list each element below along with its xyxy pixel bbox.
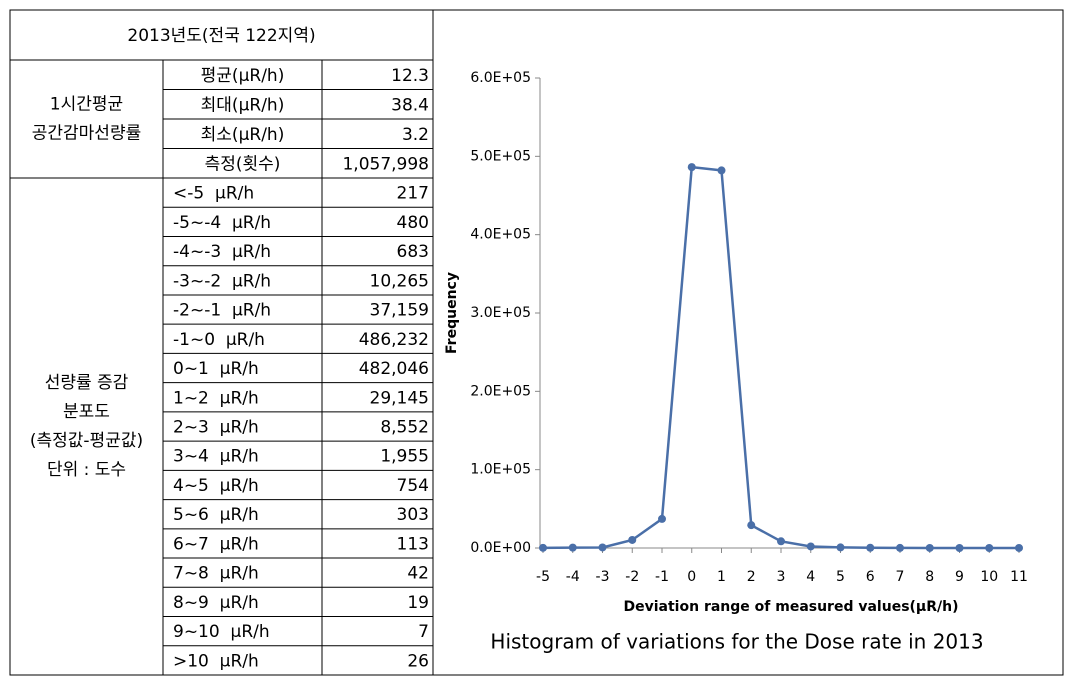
row-label: 3~4 μR/h — [173, 447, 259, 467]
row-label: 측정(횟수) — [205, 154, 281, 174]
row-value: 42 — [407, 564, 429, 584]
y-tick-label: 0.0E+00 — [470, 540, 531, 556]
row-value: 482,046 — [359, 359, 429, 379]
data-point — [747, 521, 756, 530]
x-tick-label: 5 — [836, 569, 845, 585]
row-value: 754 — [397, 476, 429, 496]
data-point — [836, 543, 845, 552]
row-label: 5~6 μR/h — [173, 505, 259, 525]
row-label: 최대(μR/h) — [201, 95, 285, 115]
x-tick-label: 6 — [866, 569, 875, 585]
data-point — [598, 543, 607, 552]
row-value: 8,552 — [380, 418, 429, 438]
row-value: 113 — [397, 534, 429, 554]
x-tick-label: -5 — [536, 569, 550, 585]
y-tick-label: 1.0E+05 — [470, 462, 531, 478]
x-tick-label: -1 — [655, 569, 669, 585]
group-label: 선량률 증감 — [45, 373, 129, 393]
x-tick-label: -2 — [625, 569, 639, 585]
row-label: >10 μR/h — [173, 651, 259, 671]
data-point — [717, 166, 726, 175]
group-label: 단위 : 도수 — [47, 460, 126, 480]
data-point — [866, 543, 875, 552]
data-point — [658, 514, 666, 523]
x-tick-label: 0 — [687, 569, 696, 585]
data-point — [1015, 543, 1023, 552]
row-label: <-5 μR/h — [173, 184, 254, 204]
row-label: -1~0 μR/h — [173, 330, 265, 350]
row-label: -2~-1 μR/h — [173, 301, 271, 321]
row-label: 최소(μR/h) — [201, 125, 285, 145]
x-tick-label: 8 — [925, 569, 934, 585]
y-tick-label: 3.0E+05 — [470, 305, 531, 321]
data-point — [985, 543, 994, 552]
x-tick-label: 4 — [806, 569, 815, 585]
data-point — [955, 543, 964, 552]
chart-title: Histogram of variations for the Dose rat… — [490, 630, 983, 654]
x-tick-label: 7 — [896, 569, 905, 585]
row-value: 683 — [397, 242, 429, 262]
x-tick-label: 9 — [955, 569, 964, 585]
y-axis-title: Frequency — [444, 272, 460, 354]
x-axis-title: Deviation range of measured values(μR/h) — [624, 599, 959, 615]
row-label: -4~-3 μR/h — [173, 242, 271, 262]
row-value: 10,265 — [370, 271, 429, 291]
data-point — [568, 543, 577, 552]
group-label: 공간감마선량률 — [32, 124, 141, 144]
y-tick-label: 6.0E+05 — [470, 70, 531, 86]
data-point — [777, 537, 785, 546]
row-label: 9~10 μR/h — [173, 622, 270, 642]
x-tick-label: -3 — [596, 569, 610, 585]
row-value: 303 — [397, 505, 429, 525]
row-value: 26 — [407, 651, 429, 671]
x-tick-label: 2 — [747, 569, 756, 585]
row-value: 1,955 — [380, 447, 429, 467]
group-label: (측정값-평균값) — [30, 431, 143, 451]
row-value: 217 — [397, 184, 429, 204]
row-label: 0~1 μR/h — [173, 359, 259, 379]
row-value: 38.4 — [391, 95, 429, 115]
y-tick-label: 5.0E+05 — [470, 148, 531, 164]
row-value: 3.2 — [402, 125, 429, 145]
x-tick-label: 10 — [980, 569, 998, 585]
row-value: 1,057,998 — [342, 154, 429, 174]
group-label: 분포도 — [63, 402, 110, 422]
data-point — [896, 543, 904, 552]
table-header: 2013년도(전국 122지역) — [127, 26, 315, 46]
data-point — [628, 535, 637, 544]
row-value: 7 — [418, 622, 429, 642]
group-label: 1시간평균 — [50, 95, 123, 115]
row-value: 37,159 — [370, 301, 429, 321]
data-point — [806, 542, 815, 551]
row-value: 480 — [397, 213, 429, 233]
table-frame — [9, 9, 1064, 676]
x-tick-label: 1 — [717, 569, 726, 585]
x-tick-label: 11 — [1010, 569, 1028, 585]
row-value: 486,232 — [359, 330, 429, 350]
row-label: 평균(μR/h) — [201, 66, 285, 86]
row-value: 12.3 — [391, 66, 429, 86]
row-label: 6~7 μR/h — [173, 534, 259, 554]
row-label: 4~5 μR/h — [173, 476, 259, 496]
data-point — [539, 543, 547, 552]
data-point — [687, 163, 696, 172]
row-value: 29,145 — [370, 388, 429, 408]
row-label: 1~2 μR/h — [173, 388, 259, 408]
y-tick-label: 2.0E+05 — [470, 383, 531, 399]
x-tick-label: -4 — [566, 569, 580, 585]
row-label: -3~-2 μR/h — [173, 271, 271, 291]
row-label: 2~3 μR/h — [173, 418, 259, 438]
x-tick-label: 3 — [777, 569, 786, 585]
data-point — [925, 543, 934, 552]
row-label: 7~8 μR/h — [173, 564, 259, 584]
row-label: 8~9 μR/h — [173, 593, 259, 613]
row-label: -5~-4 μR/h — [173, 213, 271, 233]
data-line — [542, 165, 1020, 550]
y-tick-label: 4.0E+05 — [470, 227, 531, 243]
row-value: 19 — [407, 593, 429, 613]
